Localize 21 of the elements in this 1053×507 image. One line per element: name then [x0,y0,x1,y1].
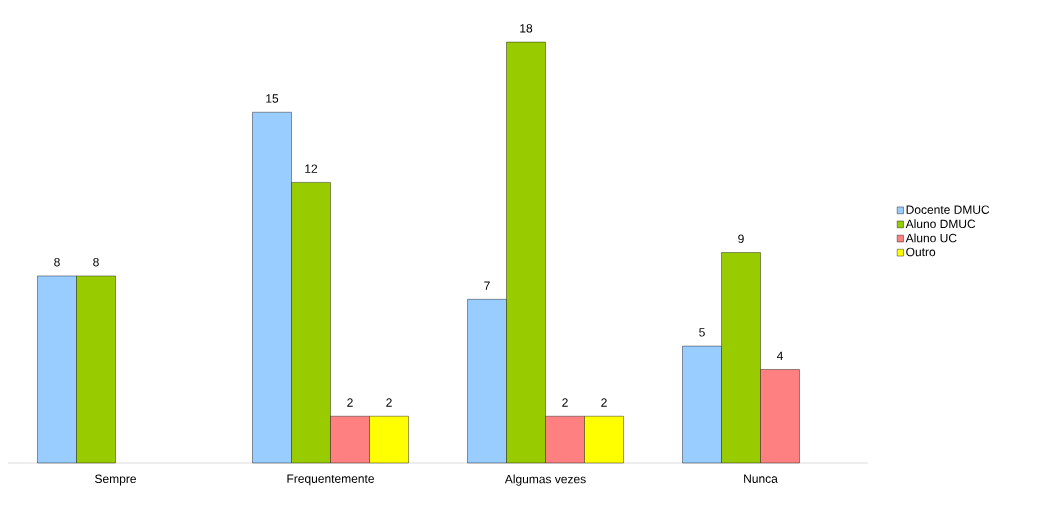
data-label: 12 [305,164,318,173]
data-label: 15 [266,94,279,103]
data-label: 4 [776,351,783,360]
legend-label: Docente DMUC [906,205,990,214]
legend-label: Aluno DMUC [905,219,976,229]
data-label: 2 [562,398,568,407]
data-label: 8 [54,257,60,267]
x-tick-label: Frequentemente [287,474,374,486]
data-label: 8 [93,257,99,267]
x-tick-label: Algumas vezes [504,474,586,486]
x-tick-label: Nunca [744,474,778,483]
data-label: 7 [484,281,490,290]
legend-label: Outro [906,247,936,257]
data-label: 2 [386,398,392,407]
data-label: 9 [738,234,744,244]
data-label: 2 [347,398,353,407]
data-label: 5 [699,328,705,337]
data-label: 18 [520,24,533,33]
x-tick-label: Sempre [95,474,136,486]
legend-label: Aluno UC [905,233,957,243]
data-label: 2 [601,398,607,407]
